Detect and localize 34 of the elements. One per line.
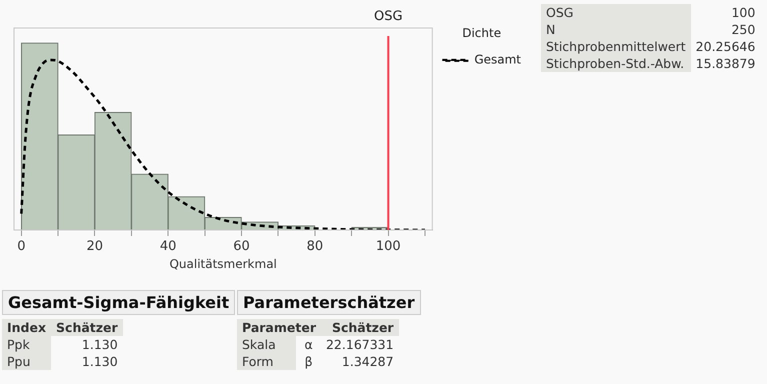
text: Schätzer [320, 319, 399, 336]
text: Stichproben-Std.-Abw. [541, 55, 691, 72]
text: Parameterschätzer [237, 290, 421, 315]
text: 20.25646 [690, 38, 760, 55]
text: Skala [237, 336, 296, 353]
x-tick-label: 60 [233, 239, 250, 254]
text: N [541, 21, 691, 38]
text: 100 [690, 4, 760, 21]
text: Gesamt-Sigma-Fähigkeit [2, 290, 236, 315]
text: 250 [690, 21, 760, 38]
text: OSG [541, 4, 691, 21]
x-tick-label: 40 [160, 239, 176, 254]
x-axis-title: Qualitätsmerkmal [169, 256, 277, 271]
text: Stichprobenmittelwert [541, 38, 691, 55]
text: Index [2, 319, 52, 336]
text: Schätzer [51, 319, 123, 336]
text: 22.167331 [320, 336, 399, 353]
text: 1.130 [51, 336, 123, 353]
ref-line-label: OSG [374, 9, 403, 24]
x-tick-label: 80 [306, 239, 324, 254]
text: Ppu [2, 353, 52, 370]
text: β [296, 353, 321, 370]
text: Parameter [237, 319, 321, 336]
x-tick-label: 0 [17, 239, 26, 254]
text: Form [237, 353, 296, 370]
legend-title: Dichte [462, 26, 502, 40]
x-tick-label: 100 [376, 239, 401, 254]
text: Ppk [2, 336, 52, 353]
text: 1.130 [51, 353, 123, 370]
text: α [296, 336, 321, 353]
legend-label: Gesamt [474, 52, 522, 67]
text: 1.34287 [320, 353, 399, 370]
text: 15.83879 [690, 55, 760, 72]
x-tick-label: 20 [86, 239, 103, 254]
